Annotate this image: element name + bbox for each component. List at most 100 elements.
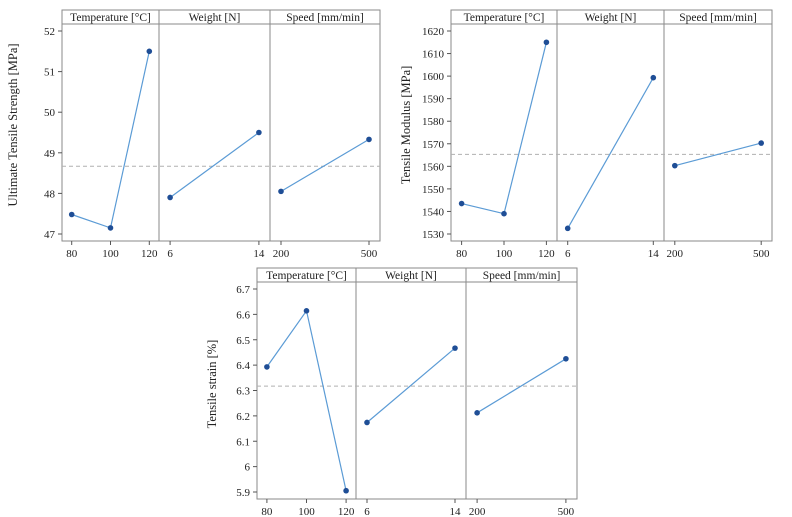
data-point	[563, 355, 569, 362]
series-line	[169, 132, 260, 198]
y-tick-label: 1590	[422, 94, 445, 106]
y-tick-label: 1610	[422, 49, 445, 61]
x-tick-label: 6	[565, 248, 571, 260]
panel-3: Speed [mm/min] 200 500	[667, 12, 770, 260]
panel-2: Weight [N] 6 14	[564, 12, 660, 260]
x-tick-label: 200	[667, 248, 684, 260]
panel-title: Weight [N]	[585, 12, 637, 24]
panel-1: Temperature [°C] 80 100 120	[456, 12, 555, 260]
y-axis-title: Tensile strain [%]	[205, 340, 219, 429]
x-tick-label: 200	[273, 248, 290, 260]
y-tick-label: 49	[44, 148, 56, 160]
y-tick-label: 1570	[422, 139, 445, 151]
y-tick-label: 1530	[422, 229, 445, 241]
x-tick-label: 500	[558, 506, 575, 517]
panel-1: Temperature [°C] 80 100 120	[66, 12, 158, 260]
data-point	[458, 200, 465, 207]
panel-title: Temperature [°C]	[464, 12, 545, 24]
data-point	[364, 419, 370, 426]
x-tick-label: 14	[648, 248, 660, 260]
data-point	[303, 308, 310, 314]
y-tick-label: 52	[44, 26, 55, 38]
series-line	[674, 142, 762, 167]
x-tick-label: 80	[456, 248, 468, 260]
data-point	[256, 129, 262, 136]
data-point	[650, 74, 657, 81]
series-line	[280, 138, 370, 192]
chart-3: 5.9 6 6.1 6.2 6.3 6.4 6.5 6.6 6.7 Tensile strain …	[205, 267, 578, 517]
y-tick-label: 48	[44, 188, 56, 200]
panel-3: Speed [mm/min] 200 500	[469, 270, 575, 517]
panel-2: Weight [N] 6 14	[364, 270, 461, 517]
y-tick-label: 6.7	[236, 284, 250, 296]
y-axis-title: Tensile Modulus [MPa]	[399, 66, 413, 185]
panel-title: Weight [N]	[189, 12, 241, 24]
series-line	[476, 358, 567, 414]
x-tick-label: 120	[538, 248, 555, 260]
data-point	[146, 48, 153, 55]
y-tick-label: 1540	[422, 206, 445, 218]
panel-title: Speed [mm/min]	[679, 12, 757, 24]
y-tick-label: 6.4	[236, 360, 250, 372]
y-tick-label: 51	[44, 67, 55, 79]
y-tick-label: 1620	[422, 26, 445, 38]
panel-header-strip	[61, 9, 381, 25]
y-tick-label: 1560	[422, 161, 445, 173]
y-tick-label: 50	[44, 107, 56, 119]
x-tick-label: 100	[102, 248, 119, 260]
panel-2: Weight [N] 6 14	[167, 12, 265, 260]
y-tick-label: 47	[44, 229, 56, 241]
data-point	[167, 194, 173, 201]
x-tick-label: 14	[253, 248, 265, 260]
y-tick-label: 6.2	[236, 411, 250, 423]
data-point	[564, 225, 571, 232]
panel-title: Speed [mm/min]	[483, 270, 561, 282]
x-tick-label: 80	[66, 248, 78, 260]
series-line	[266, 309, 347, 491]
x-tick-label: 6	[364, 506, 370, 517]
y-tick-label: 6	[245, 462, 251, 474]
plot-frame	[450, 9, 773, 242]
x-tick-label: 100	[496, 248, 513, 260]
panel-title: Temperature [°C]	[266, 270, 347, 282]
series-line	[366, 347, 456, 423]
x-tick-label: 500	[361, 248, 378, 260]
data-point	[278, 188, 284, 195]
panel-header-strip	[450, 9, 773, 25]
y-tick-label: 1600	[422, 71, 445, 83]
series-line	[461, 42, 547, 215]
data-point	[366, 136, 372, 143]
y-tick-label: 6.5	[236, 335, 250, 347]
data-point	[543, 39, 550, 46]
panel-1: Temperature [°C] 80 100 120	[261, 270, 354, 517]
panel-3: Speed [mm/min] 200 500	[273, 12, 378, 260]
data-point	[452, 345, 458, 351]
data-point	[68, 211, 75, 218]
series-line	[71, 51, 150, 229]
x-tick-label: 6	[167, 248, 173, 260]
data-point	[264, 364, 270, 370]
y-tick-label: 6.6	[236, 309, 250, 321]
x-tick-label: 120	[338, 506, 355, 517]
data-point	[474, 410, 480, 416]
data-point	[672, 162, 678, 169]
data-point	[343, 487, 349, 494]
x-tick-label: 120	[141, 248, 158, 260]
x-tick-label: 500	[753, 248, 770, 260]
x-tick-label: 200	[469, 506, 486, 517]
y-tick-label: 6.1	[236, 436, 250, 448]
y-tick-label: 1550	[422, 184, 445, 196]
y-axis-title: Ultimate Tensile Strength [MPa]	[6, 43, 20, 206]
x-tick-label: 100	[298, 506, 315, 517]
y-tick-label: 1580	[422, 116, 445, 128]
panel-title: Temperature [°C]	[70, 12, 151, 24]
panel-title: Speed [mm/min]	[286, 12, 364, 24]
data-point	[107, 225, 114, 231]
panel-title: Weight [N]	[385, 270, 437, 282]
chart-2: 1530 1540 1550 1560 1570 1580 1590 1600 1610 1620…	[399, 9, 773, 260]
data-point	[501, 210, 507, 217]
x-tick-label: 14	[450, 506, 462, 517]
panel-header-strip	[256, 267, 578, 283]
series-line	[567, 77, 654, 229]
